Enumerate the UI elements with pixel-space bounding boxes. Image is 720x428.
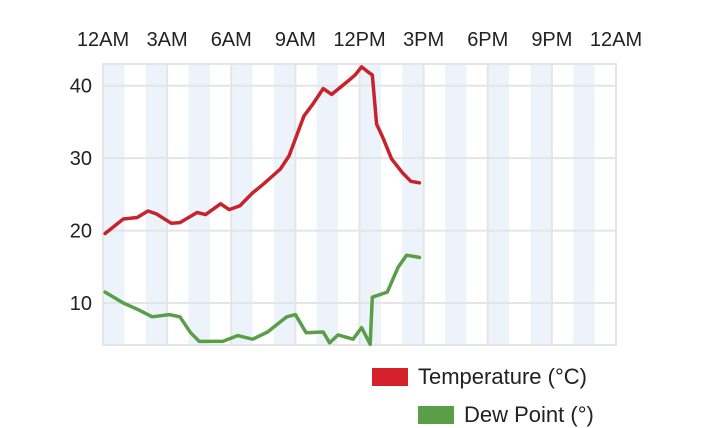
temperature-swatch	[372, 368, 408, 386]
dew-point-line	[103, 253, 422, 347]
legend-item-dew-point[interactable]: Dew Point (°)	[418, 402, 594, 428]
x-tick-label: 6AM	[211, 29, 252, 51]
x-tick-label: 12AM	[590, 29, 642, 51]
hour-stripe	[573, 64, 595, 345]
y-tick-label: 20	[70, 221, 92, 243]
y-tick-label: 30	[70, 148, 92, 170]
temperature-line	[103, 65, 422, 236]
x-tick-label: 9PM	[531, 29, 572, 51]
hour-stripe	[103, 64, 125, 345]
hour-stripe	[316, 64, 339, 345]
y-tick-label: 10	[70, 293, 92, 315]
legend-label-temperature: Temperature (°C)	[418, 364, 587, 389]
legend-item-temperature[interactable]: Temperature (°C)	[372, 364, 587, 390]
x-tick-label: 3PM	[403, 29, 444, 51]
x-tick-label: 6PM	[467, 29, 508, 51]
x-tick-label: 9AM	[275, 29, 316, 51]
x-tick-label: 12AM	[77, 29, 129, 51]
hour-stripe	[402, 64, 424, 345]
hour-stripe	[487, 64, 510, 345]
hour-stripe	[274, 64, 296, 345]
hour-stripe	[188, 64, 210, 345]
hour-stripe	[359, 64, 381, 345]
legend-label-dew-point: Dew Point (°)	[464, 402, 594, 427]
series-lines	[103, 65, 422, 347]
x-tick-label: 12PM	[333, 29, 385, 51]
x-axis-ticks: 12AM 3AM 6AM 9AM 12PM 3PM 6PM 9PM 12AM	[77, 29, 642, 51]
y-tick-label: 40	[70, 76, 92, 98]
x-tick-label: 3AM	[147, 29, 188, 51]
grid-lines	[102, 63, 617, 346]
dew-point-swatch	[418, 406, 454, 424]
hour-stripe	[145, 64, 168, 345]
y-axis-ticks: 10 20 30 40	[70, 76, 92, 315]
hour-stripe	[445, 64, 467, 345]
hour-stripe	[530, 64, 552, 345]
